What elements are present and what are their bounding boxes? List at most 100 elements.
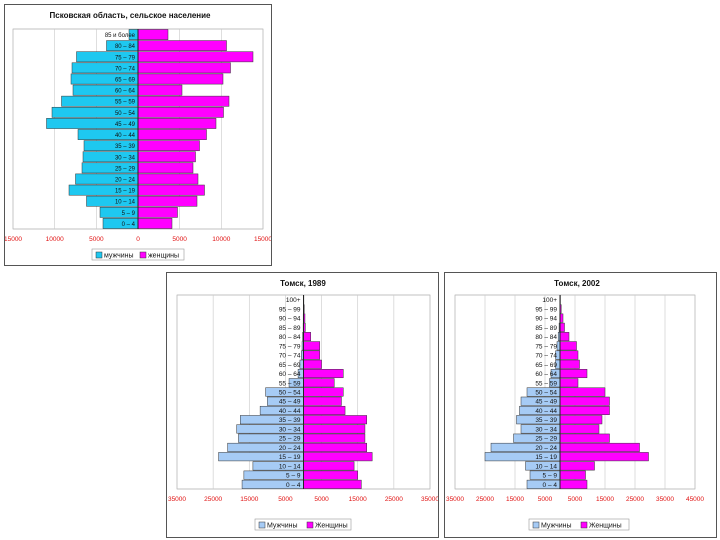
age-group-label: 65 – 69 — [115, 78, 136, 84]
x-tick-label: 15000 — [349, 496, 367, 503]
bar-female — [303, 387, 344, 397]
age-group-label: 100+ — [542, 297, 557, 304]
bar-female — [559, 341, 577, 351]
bar-female — [303, 433, 366, 443]
legend-label: Мужчины — [541, 523, 572, 530]
age-group-label: 60 – 64 — [115, 89, 136, 95]
bar-female — [137, 40, 227, 52]
legend: Мужчины Женщины — [528, 518, 630, 531]
legend-frame — [528, 518, 630, 531]
age-group-label: 25 – 29 — [279, 436, 301, 443]
age-group-label: 55 – 59 — [535, 380, 557, 387]
age-group-label: 25 – 29 — [535, 436, 557, 443]
age-group-label: 60 – 64 — [279, 371, 301, 378]
chart-panel-tomsk-2002: Томск, 2002 35000 25000 15000 5000 5000 15000 2… — [444, 272, 717, 538]
age-group-label: 45 – 49 — [535, 399, 557, 406]
bar-female — [137, 151, 196, 163]
x-tick-label: 45000 — [686, 496, 704, 503]
legend-frame — [254, 518, 352, 531]
legend-label: женщины — [148, 253, 179, 260]
age-group-label: 10 – 14 — [279, 463, 301, 470]
x-tick-label: 15000 — [240, 496, 258, 503]
age-group-label: 70 – 74 — [115, 66, 136, 72]
age-group-label: 70 – 74 — [535, 353, 557, 360]
age-group-label: 5 – 9 — [286, 473, 301, 480]
age-group-label: 5 – 9 — [122, 211, 136, 217]
x-tick-label: 25000 — [626, 496, 644, 503]
age-group-label: 75 – 79 — [115, 55, 136, 61]
x-tick-label: 0 — [136, 236, 140, 243]
bar-female — [137, 118, 217, 129]
x-tick-label: 5000 — [568, 496, 583, 503]
bar-female — [559, 359, 580, 369]
bar-female — [303, 405, 346, 415]
age-group-label: 80 – 84 — [279, 334, 301, 341]
age-group-label: 55 – 59 — [279, 380, 301, 387]
age-group-label: 40 – 44 — [279, 408, 301, 415]
age-group-label: 45 – 49 — [115, 122, 136, 128]
legend-swatch — [139, 251, 147, 259]
legend-swatch — [95, 251, 103, 259]
bar-female — [137, 195, 198, 207]
bar-female — [559, 387, 606, 397]
bar-female — [559, 461, 595, 471]
age-group-label: 90 – 94 — [535, 316, 557, 323]
legend-swatch — [580, 521, 588, 529]
bar-female — [303, 479, 362, 489]
age-group-label: 60 – 64 — [535, 371, 557, 378]
x-tick-label: 25000 — [476, 496, 494, 503]
bar-female — [303, 369, 344, 379]
age-group-label: 50 – 54 — [279, 390, 301, 397]
bar-female — [137, 73, 224, 85]
bar-female — [303, 461, 355, 471]
chart-title: Псковская область, сельское население — [50, 11, 212, 20]
bar-female — [303, 350, 321, 360]
bar-female — [559, 433, 610, 443]
bar-female — [303, 452, 373, 462]
bar-female — [559, 332, 570, 342]
age-group-label: 15 – 19 — [279, 454, 301, 461]
age-group-label: 35 – 39 — [115, 144, 136, 150]
age-group-label: 30 – 34 — [279, 426, 301, 433]
chart-svg-pskov: Псковская область, сельское население 150… — [5, 11, 271, 261]
bar-female — [137, 62, 231, 74]
age-group-label: 90 – 94 — [279, 316, 301, 323]
age-group-label: 30 – 34 — [535, 426, 557, 433]
bar-female — [559, 442, 640, 452]
x-tick-label: 35000 — [446, 496, 464, 503]
bar-female — [137, 173, 199, 185]
age-group-label: 80 – 84 — [115, 44, 136, 50]
bar-female — [137, 184, 205, 196]
age-group-label: 55 – 59 — [115, 100, 136, 106]
age-group-label: 5 – 9 — [543, 473, 558, 480]
age-group-label: 0 – 4 — [543, 482, 558, 489]
x-tick-label: 10000 — [212, 236, 230, 243]
bar-female — [137, 140, 200, 152]
bar-female — [137, 206, 178, 218]
age-group-label: 15 – 19 — [115, 189, 136, 195]
age-group-label: 70 – 74 — [279, 353, 301, 360]
bar-female — [303, 341, 321, 351]
age-group-label: 95 – 99 — [279, 306, 301, 313]
bar-female — [137, 29, 169, 40]
age-group-label: 10 – 14 — [115, 200, 136, 206]
bar-female — [559, 369, 588, 379]
x-tick-label: 15000 — [596, 496, 614, 503]
legend: Мужчины Женщины — [254, 518, 352, 531]
age-group-label: 20 – 24 — [535, 445, 557, 452]
age-group-label: 50 – 54 — [535, 390, 557, 397]
bar-female — [137, 129, 207, 140]
legend-label: Женщины — [589, 523, 622, 530]
bar-female — [303, 332, 311, 342]
bar-female — [559, 424, 600, 434]
age-group-label: 75 – 79 — [279, 343, 301, 350]
age-group-label: 20 – 24 — [115, 178, 136, 184]
bar-female — [559, 396, 610, 406]
legend-label: мужчины — [104, 253, 134, 260]
bar-female — [559, 405, 610, 415]
x-tick-label: 5000 — [172, 236, 187, 243]
age-group-label: 0 – 4 — [122, 222, 136, 228]
legend: мужчины женщины — [91, 248, 185, 261]
x-tick-label: 35000 — [168, 496, 186, 503]
legend-swatch — [306, 521, 314, 529]
